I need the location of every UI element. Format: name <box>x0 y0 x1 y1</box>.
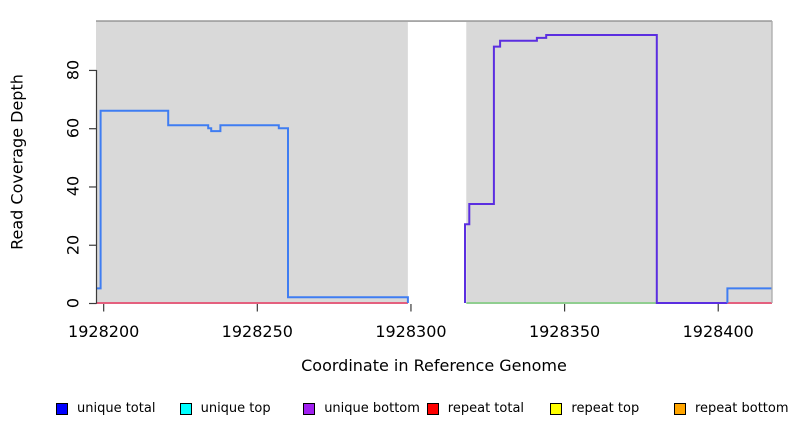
legend-item-repeat-total: repeat total <box>426 400 525 417</box>
masked-region <box>407 22 467 304</box>
legend-item-unique-total: unique total <box>56 400 155 417</box>
legend-swatch-icon <box>56 402 68 415</box>
series-unique-total <box>96 109 409 303</box>
legend-item-repeat-top: repeat top <box>550 400 639 417</box>
legend-label: repeat total <box>447 401 525 416</box>
legend-swatch-icon <box>303 402 316 415</box>
legend-label: unique bottom <box>324 401 420 416</box>
legend-item-repeat-bottom: repeat bottom <box>674 400 789 417</box>
legend-swatch-icon <box>674 402 686 415</box>
legend-swatch-icon <box>550 402 563 415</box>
legend-label: repeat bottom <box>695 401 789 416</box>
legend-item-unique-bottom: unique bottom <box>303 400 420 417</box>
chart-legend: unique total unique top unique bottom repea… <box>0 400 792 420</box>
legend-label: unique total <box>77 401 156 416</box>
legend-label: unique top <box>200 401 271 416</box>
legend-swatch-icon <box>426 402 439 415</box>
series-unique-total <box>726 287 772 303</box>
legend-label: repeat top <box>571 401 640 416</box>
series-unique-bottom <box>464 34 728 304</box>
legend-item-unique-top: unique top <box>179 400 271 417</box>
legend-swatch-icon <box>179 402 192 415</box>
